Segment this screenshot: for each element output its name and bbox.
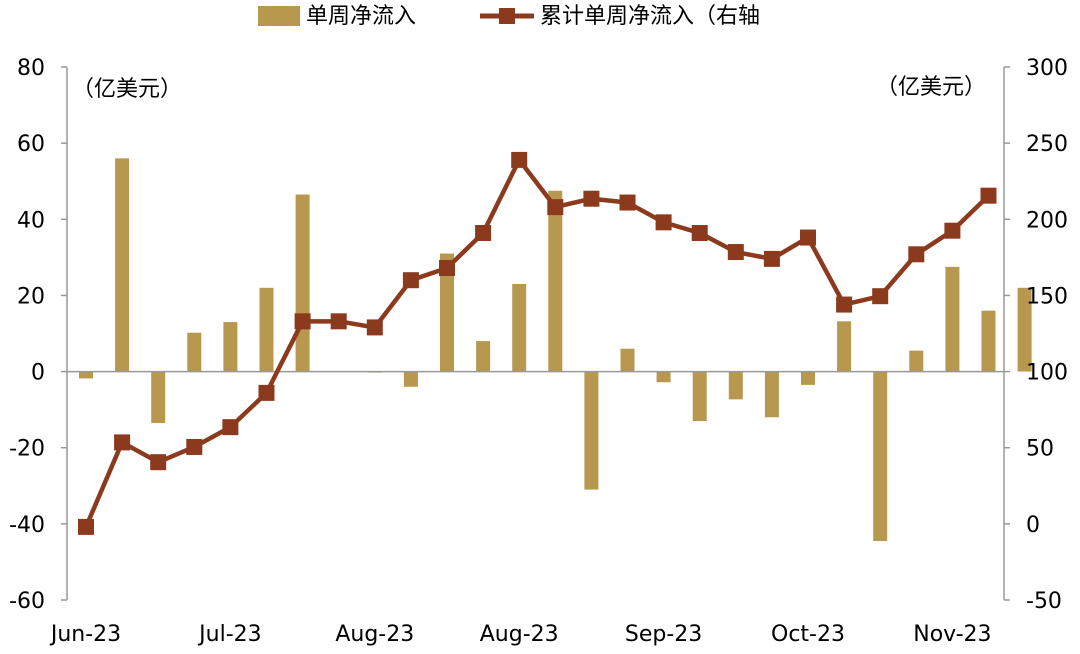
line-point (727, 244, 744, 261)
line-point (366, 319, 383, 336)
line-point (763, 250, 780, 267)
line-point (872, 288, 889, 305)
bar (259, 287, 274, 372)
line-point (402, 272, 419, 289)
right-tick-label: 50 (1026, 437, 1054, 462)
line-point (619, 194, 636, 211)
line-point (186, 438, 203, 455)
line-point (908, 246, 925, 263)
legend-line-marker (499, 8, 515, 24)
line-point (800, 229, 816, 246)
legend-line-label: 累计单周净流入（右轴 (540, 4, 760, 29)
bar (764, 371, 779, 418)
line-point (222, 419, 239, 436)
right-tick-label: 300 (1026, 56, 1068, 81)
bar (656, 371, 671, 383)
bar (79, 371, 93, 379)
x-tick-label: Nov-23 (913, 622, 991, 647)
bar (295, 194, 310, 372)
bar (223, 322, 238, 372)
line-point (836, 296, 853, 313)
bar (873, 371, 888, 541)
line-point (547, 199, 564, 216)
legend-bar-swatch (258, 6, 300, 26)
line-point (944, 222, 961, 239)
tick-labels-layer: 806040200-20-40-60300250200150100500-50J… (9, 56, 1068, 647)
bar (981, 310, 996, 372)
bar (801, 371, 815, 385)
line-layer (78, 151, 997, 535)
left-tick-label: -60 (9, 589, 45, 614)
bar (728, 371, 743, 400)
right-tick-label: -50 (1026, 589, 1062, 614)
x-tick-label: Sep-23 (625, 622, 702, 647)
legend-bar-label: 单周净流入 (306, 4, 416, 29)
left-tick-label: 20 (17, 284, 45, 309)
legend: 单周净流入 累计单周净流入（右轴 (258, 4, 760, 29)
line-point (511, 151, 528, 168)
line-point (475, 224, 492, 241)
right-tick-label: 0 (1026, 513, 1040, 538)
line-point (294, 313, 311, 330)
line-point (258, 384, 275, 401)
right-tick-label: 250 (1026, 132, 1068, 157)
bar (837, 321, 852, 372)
left-tick-label: 40 (17, 208, 45, 233)
left-tick-label: 60 (17, 132, 45, 157)
right-tick-label: 150 (1026, 284, 1068, 309)
bar (440, 253, 454, 372)
bar (692, 371, 707, 422)
left-tick-label: 0 (31, 361, 45, 386)
line-point (583, 190, 600, 207)
right-tick-label: 200 (1026, 208, 1068, 233)
x-tick-label: Aug-23 (480, 622, 559, 647)
x-tick-label: Aug-23 (335, 622, 414, 647)
line-point (691, 224, 708, 241)
x-tick-label: Jun-23 (49, 622, 121, 647)
cumulative-line (83, 157, 991, 528)
bar (584, 371, 599, 490)
left-tick-label: -40 (9, 513, 45, 538)
line-point (114, 434, 131, 451)
bar (512, 284, 527, 372)
bar (548, 190, 563, 372)
bar (476, 341, 491, 372)
right-tick-label: 100 (1026, 361, 1068, 386)
bar (187, 332, 202, 372)
line-point (330, 313, 347, 330)
bar (151, 371, 166, 423)
line-point (150, 454, 167, 471)
bar (620, 348, 635, 372)
left-unit-label: （亿美元） (72, 77, 182, 102)
right-unit-label: （亿美元） (876, 75, 986, 100)
bar (115, 158, 130, 372)
x-tick-label: Oct-23 (771, 622, 845, 647)
bar (403, 371, 418, 387)
axes-layer (61, 66, 1010, 601)
left-tick-label: -20 (9, 437, 45, 462)
line-point (980, 187, 997, 204)
line-point (78, 518, 94, 535)
x-tick-label: Jul-23 (197, 622, 261, 647)
bar (909, 350, 924, 372)
bar (1017, 287, 1032, 372)
bar (945, 266, 960, 372)
line-point (439, 260, 455, 277)
left-tick-label: 80 (17, 56, 45, 81)
bars-layer (79, 158, 1032, 541)
line-point (655, 214, 672, 231)
